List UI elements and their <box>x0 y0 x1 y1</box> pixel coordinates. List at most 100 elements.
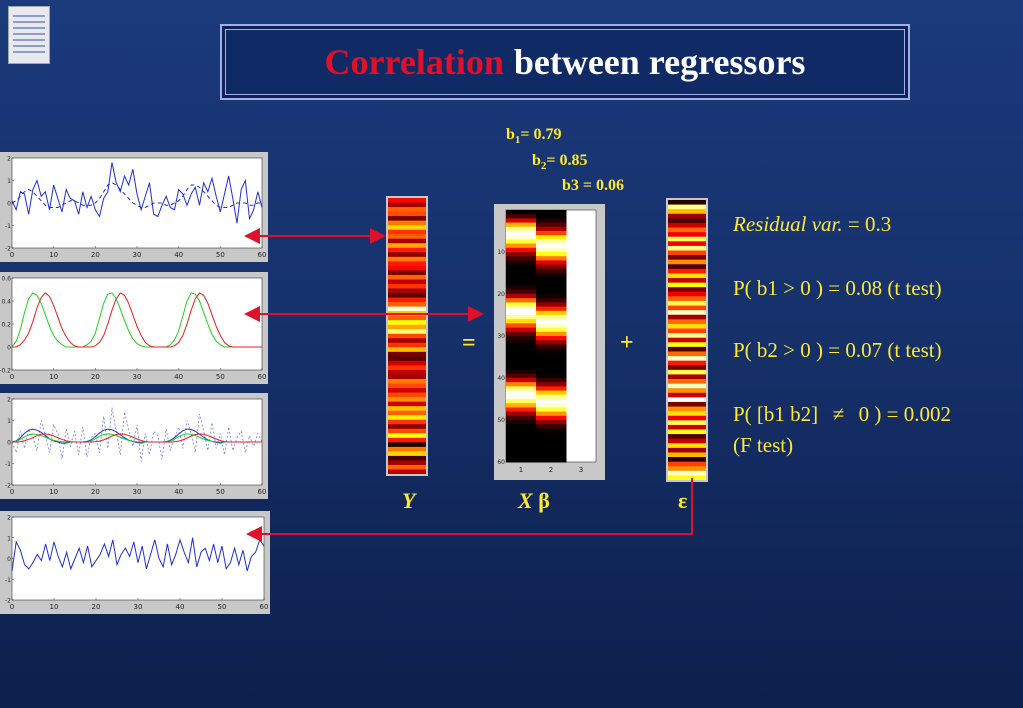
matrix-cell <box>536 415 567 421</box>
matrix-cell <box>536 298 567 303</box>
matrix-cell <box>536 394 567 400</box>
stripe-cell <box>388 369 426 375</box>
residual-variance: Residual var. = 0.3 <box>733 212 892 236</box>
matrix-cell <box>506 453 537 459</box>
stripe-cell <box>388 297 426 303</box>
matrix-cell <box>536 445 567 450</box>
y-tick-label: 50 <box>497 417 505 424</box>
stripe-cell <box>668 342 706 348</box>
matrix-cell <box>506 231 537 236</box>
matrix-cell <box>506 315 537 320</box>
stripe-cell <box>388 347 426 353</box>
matrix-cell <box>536 243 567 249</box>
y-tick-label: 0.6 <box>1 276 11 283</box>
stripe-cell <box>668 365 706 371</box>
stripe-cell <box>388 351 426 357</box>
y-tick-label: 0 <box>7 201 11 208</box>
stripe-cell <box>668 323 706 330</box>
matrix-cell <box>506 365 537 371</box>
matrix-cell <box>536 210 567 215</box>
x-tick-label: 50 <box>216 488 225 496</box>
y-tick-label: -0.2 <box>0 368 11 375</box>
stripe-cell <box>668 250 706 256</box>
stripe-cell <box>668 245 706 251</box>
stripe-cell <box>668 443 706 449</box>
y-tick-label: -1 <box>5 461 11 468</box>
matrix-cell <box>506 268 537 274</box>
stripe-cell <box>388 329 426 335</box>
stripe-cell <box>388 270 426 276</box>
matrix-cell <box>536 285 567 291</box>
stripe-cell <box>668 369 706 375</box>
stripe-cell <box>388 234 426 240</box>
matrix-cell <box>536 378 567 383</box>
arrow-epsilon <box>246 478 693 542</box>
matrix-cell <box>506 407 537 413</box>
x-tick-label: 30 <box>133 251 142 259</box>
plot-fitted: 0 10 20 30 40 50 60 -2 -1 0 1 2 <box>0 393 268 499</box>
matrix-cell <box>536 235 567 240</box>
x-tick-label: 0 <box>10 488 14 496</box>
stripe-cell <box>388 374 426 380</box>
x-tick-label: 10 <box>49 488 58 496</box>
stripe-cell <box>388 198 426 204</box>
stripe-cell <box>668 209 706 215</box>
matrix-cell <box>506 285 537 291</box>
slide-title: Correlation between regressors <box>220 24 910 100</box>
stripe-cell <box>388 451 426 457</box>
stripe-cell <box>668 218 706 224</box>
not-equal-icon: ≠ <box>832 402 845 426</box>
stripe-cell <box>388 428 426 434</box>
y-data-stripe <box>386 196 428 476</box>
stripe-cell <box>668 346 706 352</box>
x-tick-label: 0 <box>10 251 14 259</box>
x-tick-label: 60 <box>258 251 267 259</box>
x-tick-label: 40 <box>174 373 183 381</box>
matrix-cell <box>536 294 567 299</box>
matrix-cell <box>506 415 537 421</box>
stripe-cell <box>668 268 706 274</box>
y-tick-label: -2 <box>5 598 11 605</box>
matrix-cell <box>536 365 567 371</box>
stripe-cell <box>668 282 706 288</box>
matrix-cell <box>506 247 537 253</box>
stripe-cell <box>388 342 426 348</box>
stripe-cell <box>388 433 426 439</box>
stripe-cell <box>388 410 426 416</box>
series-line <box>11 162 263 224</box>
stripe-cell <box>388 220 426 226</box>
stripe-cell <box>388 302 426 308</box>
matrix-cell <box>506 289 537 295</box>
x-tick-label: 40 <box>174 488 183 496</box>
matrix-cell <box>536 407 567 413</box>
matrix-cell <box>536 231 567 236</box>
plot-area <box>11 516 265 601</box>
stripe-cell <box>388 288 426 294</box>
matrix-cell <box>536 310 567 316</box>
stripe-cell <box>668 397 706 403</box>
stripe-cell <box>388 360 426 366</box>
matrix-cell <box>536 302 567 308</box>
matrix-cell <box>536 260 567 266</box>
matrix-cell <box>506 352 537 358</box>
stripe-cell <box>388 207 426 213</box>
x-tick-label: 30 <box>133 373 142 381</box>
stripe-cell <box>388 446 426 452</box>
matrix-cell <box>536 340 567 345</box>
stripe-cell <box>668 259 706 265</box>
stripe-cell <box>668 452 706 458</box>
matrix-cell <box>536 289 567 295</box>
y-tick-label: 0.4 <box>1 299 11 306</box>
matrix-cell <box>506 302 537 308</box>
matrix-cell <box>506 327 537 333</box>
x-tick-label: 20 <box>91 488 100 496</box>
plus-sign: + <box>620 330 634 356</box>
matrix-cell <box>536 432 567 438</box>
matrix-cell <box>506 210 537 215</box>
slide-thumbnail-icon <box>8 6 50 64</box>
x-tick-label: 2 <box>549 466 553 474</box>
matrix-cell <box>506 411 537 417</box>
matrix-cell <box>536 327 567 333</box>
x-tick-label: 60 <box>258 373 267 381</box>
stripe-cell <box>668 392 706 398</box>
